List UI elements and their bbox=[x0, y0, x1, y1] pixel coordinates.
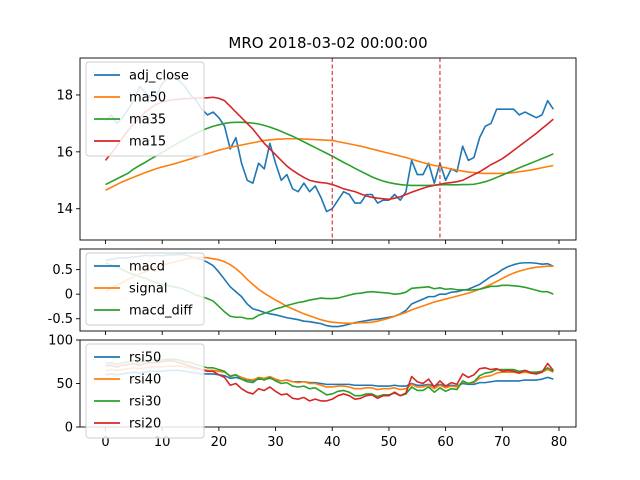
y-tick-label: 0 bbox=[65, 421, 73, 436]
legend-box bbox=[85, 61, 205, 157]
legend-label-ma35: ma35 bbox=[129, 113, 166, 128]
legend-box bbox=[85, 252, 205, 326]
legend-label-rsi30: rsi30 bbox=[129, 395, 161, 410]
x-tick-label: 40 bbox=[324, 435, 341, 450]
legend-label-macd_diff: macd_diff bbox=[129, 304, 193, 319]
y-tick-label: 100 bbox=[48, 334, 73, 349]
x-tick-label: 20 bbox=[211, 435, 228, 450]
x-tick-label: 30 bbox=[267, 435, 284, 450]
legend-label-macd: macd bbox=[129, 260, 165, 275]
y-tick-label: 14 bbox=[56, 202, 73, 217]
legend-label-adj_close: adj_close bbox=[129, 69, 189, 84]
legend: macd signal macd_diff bbox=[85, 252, 205, 326]
chart-title: MRO 2018-03-02 00:00:00 bbox=[228, 34, 427, 52]
legend-label-rsi50: rsi50 bbox=[129, 351, 161, 366]
panel-1: 14 16 18 adj_close ma50 ma35 ma15 bbox=[56, 57, 577, 244]
panel-frame bbox=[79, 57, 577, 241]
chart-panels: 14 16 18 adj_close ma50 ma35 ma15 -0.5 0 0.5 macd s… bbox=[48, 57, 577, 450]
y-tick-label: -0.5 bbox=[48, 312, 73, 327]
y-tick-label: 18 bbox=[56, 88, 73, 103]
x-tick-label: 50 bbox=[381, 435, 398, 450]
x-tick-label: 10 bbox=[154, 435, 171, 450]
legend-label-rsi40: rsi40 bbox=[129, 373, 161, 388]
legend: adj_close ma50 ma35 ma15 bbox=[85, 61, 205, 157]
x-tick-label: 70 bbox=[494, 435, 511, 450]
panel-2: -0.5 0 0.5 macd signal macd_diff bbox=[48, 248, 577, 335]
y-tick-label: 0 bbox=[65, 288, 73, 303]
x-tick-label: 80 bbox=[551, 435, 568, 450]
y-tick-label: 16 bbox=[56, 145, 73, 160]
legend-box bbox=[85, 343, 205, 439]
y-tick-label: 50 bbox=[56, 377, 73, 392]
legend-label-ma50: ma50 bbox=[129, 91, 166, 106]
legend: rsi50 rsi40 rsi30 rsi20 bbox=[85, 343, 205, 439]
x-tick-label: 60 bbox=[437, 435, 454, 450]
panel-frame bbox=[79, 248, 577, 332]
legend-label-signal: signal bbox=[129, 282, 167, 297]
legend-label-rsi20: rsi20 bbox=[129, 417, 161, 432]
x-tick-label: 0 bbox=[101, 435, 109, 450]
legend-label-ma15: ma15 bbox=[129, 135, 166, 150]
y-tick-label: 0.5 bbox=[52, 263, 73, 278]
